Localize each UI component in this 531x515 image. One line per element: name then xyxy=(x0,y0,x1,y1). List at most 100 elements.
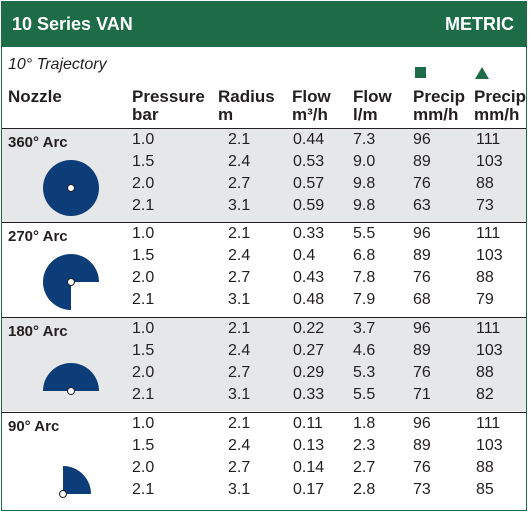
full-circle-nozzle-icon xyxy=(43,160,99,216)
col-pressure: Pressure bar xyxy=(132,87,205,124)
table-cell: 85 xyxy=(476,481,494,498)
half-circle-nozzle-icon xyxy=(43,363,99,395)
table-cell: 2.1 xyxy=(132,386,155,403)
table-cell: 1.5 xyxy=(132,342,155,359)
table-cell: 2.0 xyxy=(132,364,155,381)
table-cell: 0.43 xyxy=(293,269,325,286)
table-cell: 96 xyxy=(413,320,431,337)
table-cell: 4.6 xyxy=(353,342,376,359)
table-cell: 76 xyxy=(413,459,431,476)
table-cell: 9.0 xyxy=(353,153,376,170)
section-divider xyxy=(2,317,526,318)
table-cell: 7.8 xyxy=(353,269,376,286)
table-cell: 111 xyxy=(476,415,501,432)
table-cell: 76 xyxy=(413,175,431,192)
table-cell: 2.0 xyxy=(132,175,155,192)
arc-label: 180° Arc xyxy=(8,323,68,340)
table-cell: 68 xyxy=(413,291,431,308)
table-header-bar: 10 Series VAN METRIC xyxy=(2,2,526,47)
section-divider xyxy=(2,128,526,129)
table-cell: 89 xyxy=(413,153,431,170)
square-icon xyxy=(415,67,426,78)
table-cell: 2.1 xyxy=(228,320,251,337)
table-cell: 2.4 xyxy=(228,342,251,359)
quarter-circle-nozzle-icon xyxy=(59,466,91,498)
table-cell: 2.1 xyxy=(228,415,251,432)
table-cell: 103 xyxy=(476,342,503,359)
table-cell: 96 xyxy=(413,415,431,432)
table-cell: 1.5 xyxy=(132,437,155,454)
table-cell: 71 xyxy=(413,386,431,403)
table-cell: 96 xyxy=(413,131,431,148)
table-cell: 96 xyxy=(413,225,431,242)
table-cell: 0.4 xyxy=(293,247,316,264)
table-cell: 0.59 xyxy=(293,197,325,214)
table-cell: 82 xyxy=(476,386,494,403)
arc-label: 360° Arc xyxy=(8,134,68,151)
table-cell: 2.7 xyxy=(228,459,251,476)
table-cell: 0.33 xyxy=(293,386,325,403)
section-divider xyxy=(2,412,526,413)
table-cell: 2.7 xyxy=(228,175,251,192)
table-cell: 7.9 xyxy=(353,291,376,308)
table-cell: 2.4 xyxy=(228,247,251,264)
table-cell: 3.7 xyxy=(353,320,376,337)
table-cell: 2.0 xyxy=(132,269,155,286)
table-cell: 5.5 xyxy=(353,386,376,403)
table-cell: 103 xyxy=(476,437,503,454)
table-cell: 2.4 xyxy=(228,153,251,170)
table-cell: 5.3 xyxy=(353,364,376,381)
table-cell: 0.13 xyxy=(293,437,325,454)
table-cell: 89 xyxy=(413,437,431,454)
table-cell: 3.1 xyxy=(228,291,251,308)
table-cell: 2.1 xyxy=(228,225,251,242)
table-cell: 1.0 xyxy=(132,415,155,432)
table-cell: 103 xyxy=(476,247,503,264)
table-cell: 111 xyxy=(476,131,501,148)
col-precip-triangle: Precip mm/h xyxy=(474,87,526,124)
table-cell: 0.27 xyxy=(293,342,325,359)
table-cell: 0.53 xyxy=(293,153,325,170)
table-cell: 89 xyxy=(413,342,431,359)
trajectory-label: 10° Trajectory xyxy=(8,56,107,73)
table-cell: 0.14 xyxy=(293,459,325,476)
table-cell: 0.44 xyxy=(293,131,325,148)
table-cell: 2.4 xyxy=(228,437,251,454)
table-cell: 88 xyxy=(476,269,494,286)
section-divider xyxy=(2,222,526,223)
table-cell: 111 xyxy=(476,320,501,337)
table-cell: 1.5 xyxy=(132,153,155,170)
table-cell: 9.8 xyxy=(353,197,376,214)
table-cell: 9.8 xyxy=(353,175,376,192)
table-cell: 103 xyxy=(476,153,503,170)
table-cell: 88 xyxy=(476,459,494,476)
table-cell: 0.48 xyxy=(293,291,325,308)
col-radius: Radius m xyxy=(218,87,275,124)
table-cell: 0.29 xyxy=(293,364,325,381)
table-cell: 3.1 xyxy=(228,481,251,498)
table-cell: 6.8 xyxy=(353,247,376,264)
table-cell: 2.1 xyxy=(132,197,155,214)
table-cell: 111 xyxy=(476,225,501,242)
table-title: 10 Series VAN xyxy=(12,14,133,34)
col-precip-square: Precip mm/h xyxy=(413,87,465,124)
table-cell: 88 xyxy=(476,175,494,192)
table-cell: 2.7 xyxy=(228,269,251,286)
col-flow-lm: Flow l/m xyxy=(353,87,392,124)
table-cell: 0.17 xyxy=(293,481,325,498)
units-label: METRIC xyxy=(445,14,514,34)
three-quarter-circle-nozzle-icon xyxy=(43,254,99,310)
table-cell: 1.5 xyxy=(132,247,155,264)
table-cell: 2.3 xyxy=(353,437,376,454)
table-cell: 2.7 xyxy=(353,459,376,476)
table-cell: 1.8 xyxy=(353,415,376,432)
table-cell: 88 xyxy=(476,364,494,381)
table-cell: 1.0 xyxy=(132,131,155,148)
table-cell: 0.33 xyxy=(293,225,325,242)
table-cell: 2.1 xyxy=(132,481,155,498)
table-cell: 1.0 xyxy=(132,225,155,242)
table-cell: 79 xyxy=(476,291,494,308)
table-cell: 89 xyxy=(413,247,431,264)
table-cell: 2.0 xyxy=(132,459,155,476)
